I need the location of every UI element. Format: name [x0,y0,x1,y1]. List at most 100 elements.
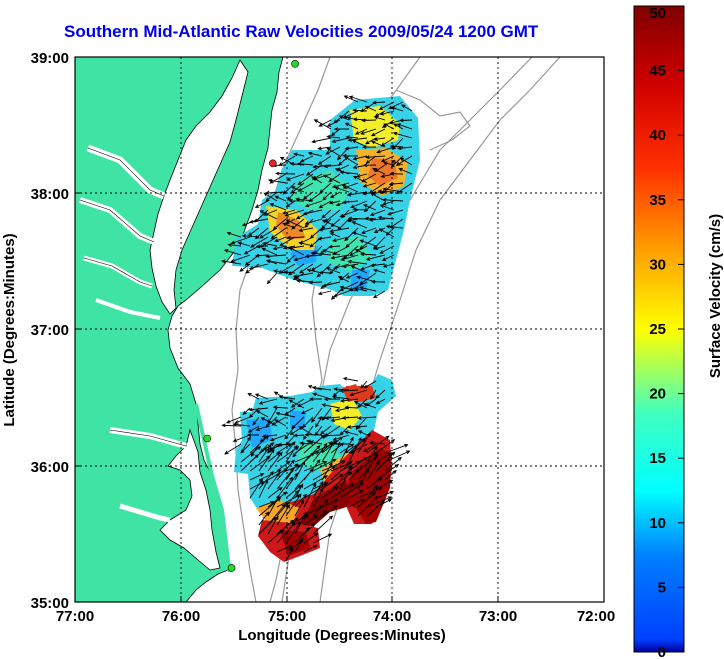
velocity-arrow [357,398,368,408]
velocity-arrow [360,380,368,389]
velocity-arrow [344,405,359,410]
velocity-arrow [314,425,323,437]
velocity-arrow [311,176,323,184]
velocity-arrow [279,236,296,247]
velocity-arrow [344,227,359,242]
velocity-arrow [298,227,314,233]
velocity-arrow [390,160,404,166]
velocity-arrow [348,498,365,508]
velocity-arrow [276,504,291,526]
velocity-arrow [357,416,377,420]
velocity-arrow [384,450,411,463]
velocity-arrows [220,95,413,562]
velocity-arrow [243,245,260,255]
velocity-arrow [294,511,308,526]
velocity-arrow [259,227,278,239]
velocity-arrow [352,207,368,212]
velocity-arrow [375,490,395,499]
velocity-arrow [364,216,377,221]
velocity-arrow [345,135,359,140]
velocity-arrow [304,218,323,225]
velocity-arrow [357,496,378,517]
velocity-arrow [299,155,314,163]
colorbar-tick-label: 40 [649,127,666,144]
velocity-arrow [276,459,295,481]
velocity-arrow [332,236,350,243]
velocity-arrow [370,140,386,148]
velocity-arrow [292,272,305,281]
velocity-arrow [326,119,341,127]
velocity-arrow [366,445,378,463]
velocity-arrow [294,451,320,463]
velocity-arrow [341,416,359,420]
velocity-arrow [249,455,271,472]
velocity-arrow [362,163,377,168]
velocity-arrow [397,146,413,151]
velocity-arrow [234,416,251,424]
velocity-arrow [370,389,377,400]
velocity-arrow [267,529,285,544]
velocity-arrow [273,391,287,400]
velocity-arrow [312,480,324,499]
velocity-arrow [373,245,386,251]
velocity-arrow [303,475,329,490]
y-axis: 39:00 38:00 37:00 36:00 35:00 Latitude (… [1,50,69,612]
velocity-arrow [276,443,293,454]
y-tick-label: 37:00 [31,322,69,339]
velocity-arrow [358,286,377,292]
velocity-arrow [293,433,305,438]
y-tick-label: 35:00 [31,595,69,612]
velocity-arrow [330,460,353,481]
velocity-arrow [239,263,251,272]
velocity-arrow [372,290,386,299]
velocity-arrow [385,224,404,229]
velocity-arrow [366,435,390,454]
velocity-arrow [338,115,350,121]
velocity-arrow [267,178,287,184]
velocity-arrow [384,443,409,454]
velocity-arrow [339,285,359,292]
velocity-arrow [345,272,359,279]
velocity-arrow [357,432,371,454]
velocity-arrow [294,460,306,481]
velocity-arrow [294,440,314,454]
velocity-arrow [339,482,365,499]
velocity-arrow [339,436,354,463]
velocity-arrow [276,460,291,472]
velocity-arrow [225,416,242,424]
velocity-arrow [259,210,278,220]
velocity-arrow [339,209,359,218]
velocity-arrow [351,139,368,148]
grid-lines [75,57,604,602]
velocity-arrow [303,515,319,526]
velocity-arrow [276,476,294,499]
velocity-arrow [361,227,377,234]
velocity-arrow [350,265,368,274]
velocity-arrow [267,451,283,472]
velocity-arrow [360,128,377,135]
velocity-arrow [287,191,296,201]
velocity-arrow [285,521,301,544]
velocity-arrow [359,263,377,271]
velocity-arrow [317,290,332,296]
velocity-arrow [352,155,368,161]
map-title: Southern Mid-Atlantic Raw Velocities 200… [64,22,539,41]
velocity-arrow [379,110,395,116]
velocity-arrow [349,389,368,397]
velocity-arrow [380,155,395,163]
velocity-arrow [290,398,305,408]
velocity-arrow [321,486,339,499]
velocity-arrow [357,491,377,508]
y-tick-label: 39:00 [31,50,69,67]
velocity-arrow [298,426,314,436]
velocity-arrow [344,430,359,436]
velocity-arrow [373,137,386,142]
velocity-arrow [330,441,341,463]
velocity-arrow [267,494,280,517]
velocity-arrow [333,127,350,132]
colorbar-tick-label: 0 [658,644,666,659]
velocity-arrow [366,484,378,499]
velocity-arrow [220,259,242,265]
velocity-arrow [375,452,392,463]
x-tick-label: 72:00 [577,608,615,625]
